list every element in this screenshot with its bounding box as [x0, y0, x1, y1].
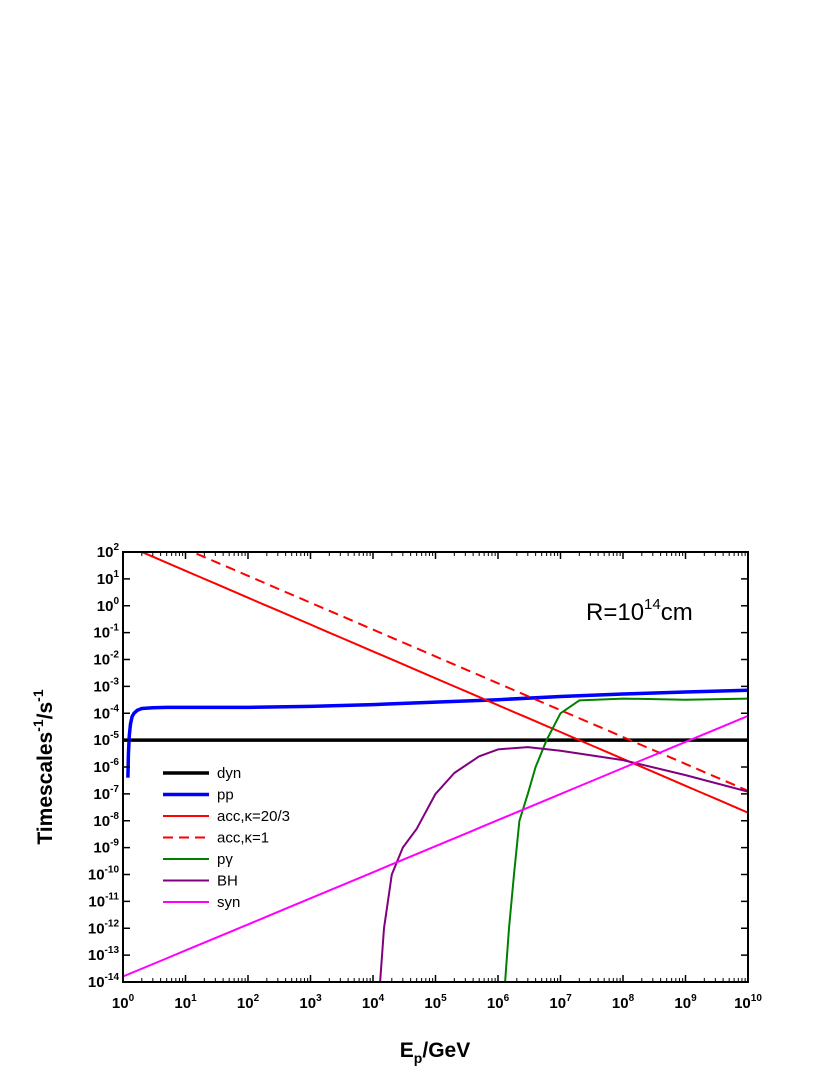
legend-label: dyn [217, 765, 241, 782]
y-tick-label: 10-3 [93, 676, 119, 695]
x-axis-title: Ep/GeV [400, 1039, 470, 1066]
y-tick-label: 10-4 [93, 703, 119, 722]
x-tick-label: 106 [487, 993, 510, 1012]
y-tick-label: 10-7 [93, 784, 119, 803]
y-tick-label: 10-6 [93, 757, 119, 776]
series-line-4 [504, 697, 748, 982]
x-tick-label: 102 [237, 993, 260, 1012]
legend-label: syn [217, 894, 240, 911]
y-tick-label: 101 [97, 569, 120, 588]
y-tick-label: 10-12 [88, 918, 120, 937]
series-line-6 [123, 714, 748, 978]
series-line-3 [190, 552, 748, 792]
y-tick-label: 10-14 [88, 972, 120, 991]
x-tick-labels: 100 101 102 103 104 105 106 107 108 109 1010 [112, 993, 762, 1012]
radius-annotation: R=1014cm [586, 596, 693, 626]
x-tick-label: 105 [424, 993, 447, 1012]
legend-label: acc,κ=20/3 [217, 808, 290, 825]
x-tick-label: 109 [674, 993, 697, 1012]
series-line-2 [139, 552, 748, 814]
legend-label: pγ [217, 851, 233, 868]
series-line-1 [126, 688, 748, 778]
x-tick-label: 100 [112, 993, 135, 1012]
legend: dyn pp acc,κ=20/3 acc,κ=1 pγ BH syn [163, 765, 290, 911]
x-tick-label: 107 [549, 993, 572, 1012]
y-tick-label: 100 [97, 596, 120, 615]
x-tick-label: 108 [612, 993, 635, 1012]
y-tick-label: 10-10 [88, 865, 120, 884]
x-tick-label: 1010 [734, 993, 762, 1012]
legend-label: BH [217, 873, 238, 890]
y-tick-label: 10-9 [93, 838, 119, 857]
y-tick-label: 10-5 [93, 730, 119, 749]
y-tick-label: 10-1 [93, 623, 119, 642]
series-line-5 [379, 746, 748, 982]
y-tick-label: 10-13 [88, 945, 120, 964]
legend-label: acc,κ=1 [217, 830, 269, 847]
x-tick-label: 103 [299, 993, 322, 1012]
legend-label: pp [217, 787, 234, 804]
y-tick-labels: 102 101 100 10-1 10-2 10-3 10-4 10-5 10-6 10-7 10-… [88, 542, 120, 991]
y-tick-label: 102 [97, 542, 120, 561]
y-tick-label: 10-2 [93, 650, 119, 669]
y-tick-label: 10-11 [88, 891, 119, 910]
y-tick-label: 10-8 [93, 811, 119, 830]
tick-layer [122, 551, 749, 983]
x-tick-label: 101 [174, 993, 197, 1012]
x-tick-label: 104 [362, 993, 385, 1012]
y-axis-title: Timescales-1/s-1 [30, 689, 57, 845]
series-layer [123, 552, 748, 982]
